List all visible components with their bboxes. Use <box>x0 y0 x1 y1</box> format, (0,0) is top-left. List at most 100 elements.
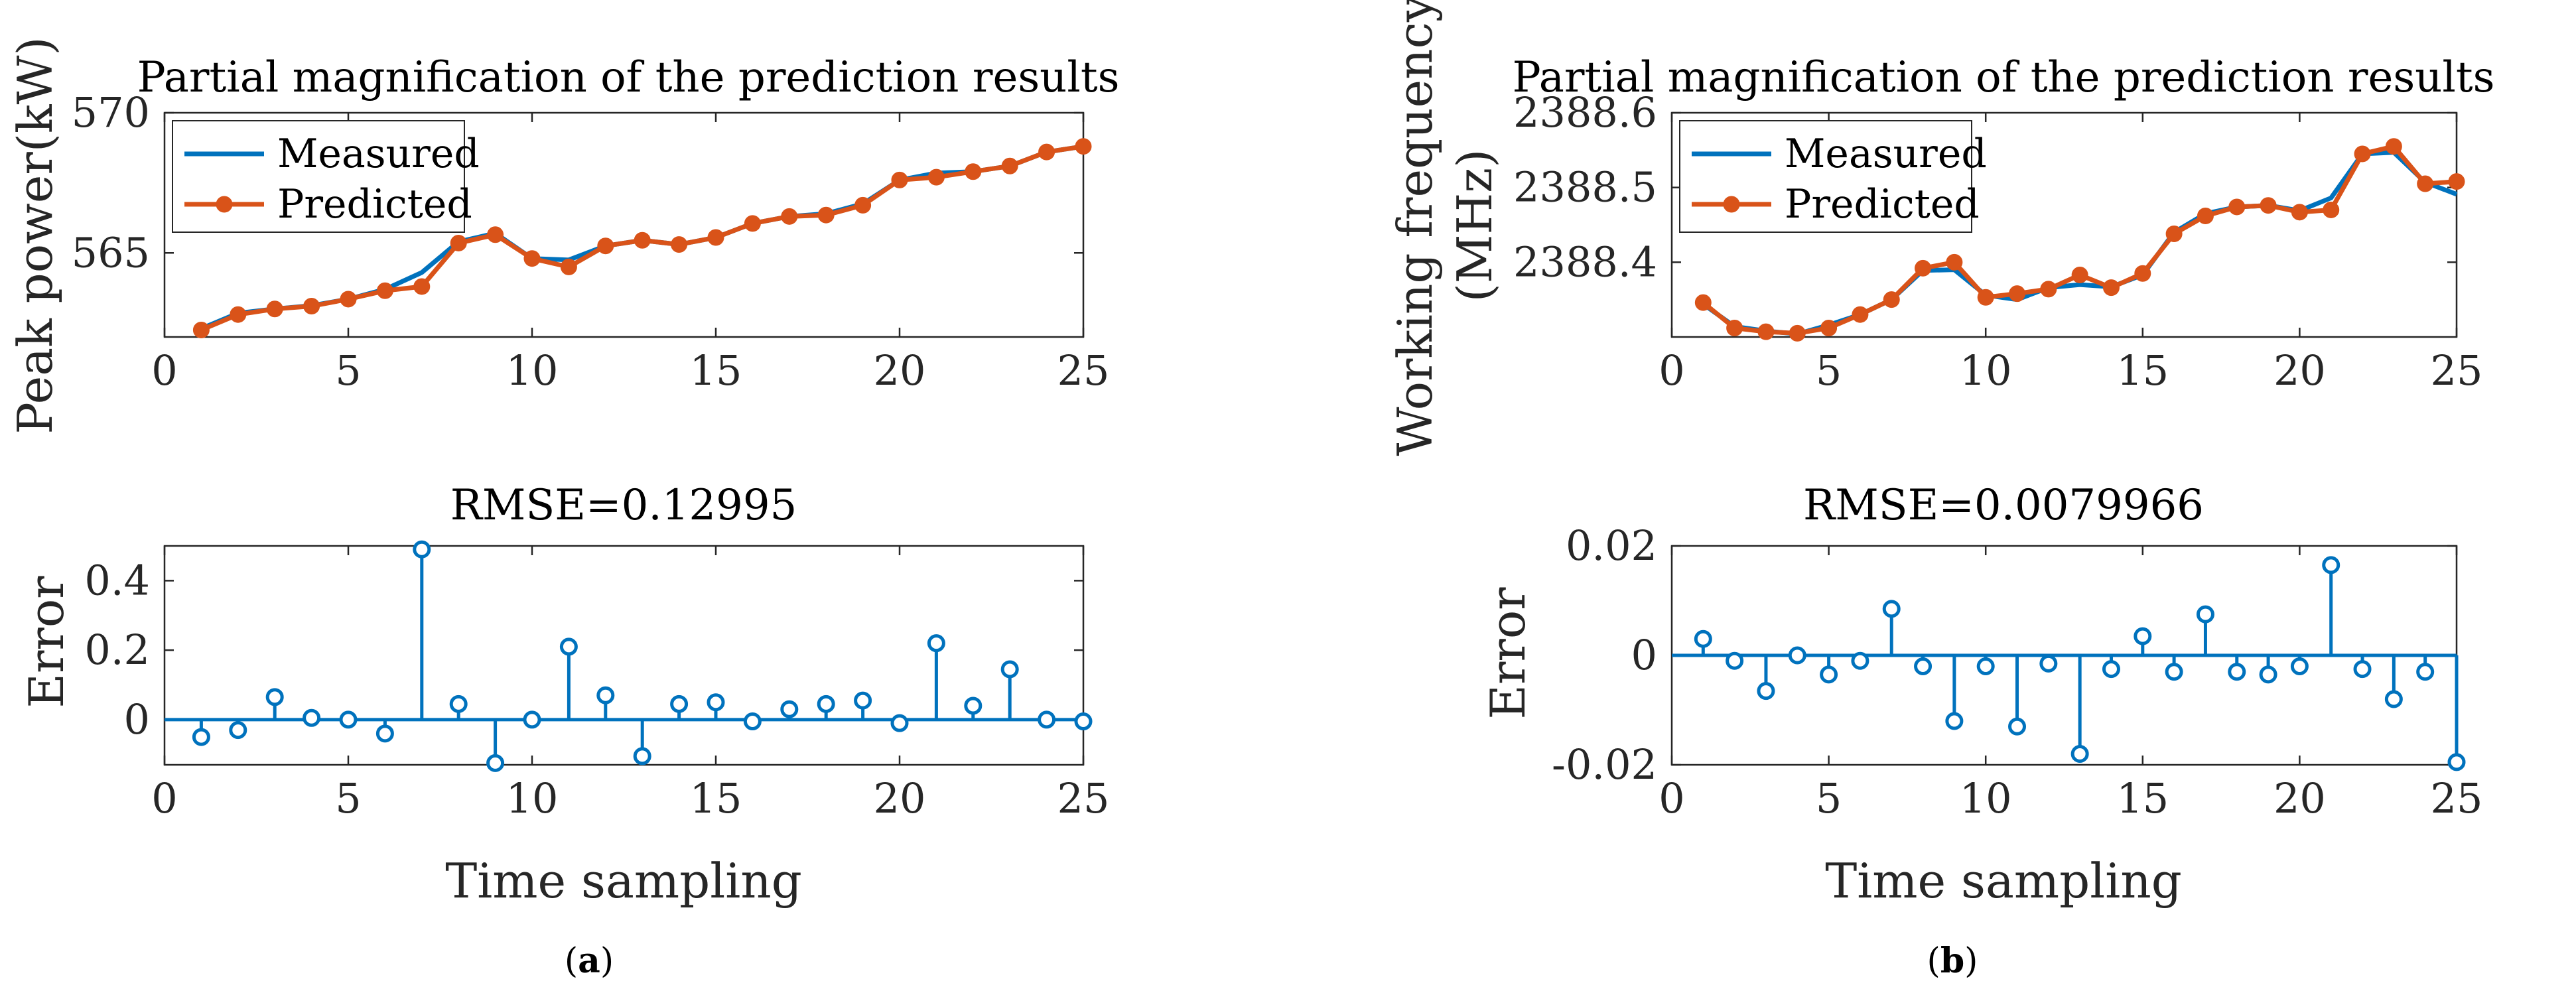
panel-b-bottom-stem-marker <box>2070 745 2089 763</box>
panel-a-top-predicted-point <box>450 234 467 251</box>
panel-b-top-legend-box <box>1679 120 1972 233</box>
panel-b-top-predicted-point <box>2197 207 2214 224</box>
panel-b-top-legend-label-measured: Measured <box>1785 131 1987 177</box>
panel-b-bottom-stem-marker <box>1726 651 1744 670</box>
panel-a-top-predicted-point <box>1001 157 1018 174</box>
panel-b-bottom-stem-marker <box>2039 654 2058 673</box>
panel-a-bottom-stem-marker <box>486 754 505 772</box>
panel-b-top-predicted-point <box>2102 279 2120 297</box>
panel-a-top-legend-label-predicted: Predicted <box>277 181 472 228</box>
panel-b-top-ylabel-line2: (MHz) <box>1447 149 1503 302</box>
panel-a-top-title: Partial magnification of the prediction … <box>137 53 1120 102</box>
panel-b-bottom-xtick-label: 15 <box>2116 774 2169 823</box>
panel-a-bottom-stem-marker <box>449 695 468 713</box>
panel-b-top-predicted-point <box>1915 259 1932 277</box>
panel-b-top-predicted-point <box>2385 138 2402 155</box>
panel-b-top-xtick-label: 10 <box>1960 346 2012 395</box>
panel-a-bottom-stem-marker <box>303 708 321 727</box>
panel-a-bottom-stem-marker <box>523 710 541 729</box>
panel-a-bottom-stem-marker <box>633 747 651 765</box>
panel-a-top-xtick-label: 25 <box>1057 346 1110 395</box>
panel-b-top-predicted-point <box>2417 175 2434 192</box>
panel-b-bottom-stem-marker <box>2165 663 2183 681</box>
panel-b-top-predicted-point <box>1789 324 1806 342</box>
panel-b-bottom-ytick-label: 0.02 <box>1566 521 1657 570</box>
panel-a-top-axes: 0 5 10 15 20 25 565 570 <box>72 88 1110 395</box>
panel-b-bottom-stem-marker <box>1820 665 1838 684</box>
panel-a-bottom-xtick-label: 25 <box>1057 774 1110 823</box>
panel-a-top-predicted-point <box>413 278 431 295</box>
panel-b-top-predicted-point <box>2323 201 2340 218</box>
panel-a-top-ytick-label: 570 <box>72 88 150 137</box>
panel-b-xlabel: Time sampling <box>1825 853 2182 909</box>
panel-a-top-legend-box <box>172 120 465 233</box>
panel-a-bottom-stem-marker <box>817 695 835 713</box>
panel-a-top-predicted-point <box>671 236 688 253</box>
panel-a-bottom-stem-marker <box>192 728 210 746</box>
panel-a-bottom-ylabel: Error <box>19 576 74 708</box>
panel-b-bottom-xtick-label: 5 <box>1816 774 1842 823</box>
panel-a-top-ylabel: Peak power(kW) <box>7 36 63 434</box>
panel-a-top-predicted-point <box>1075 138 1092 155</box>
panel-b-top-predicted-point <box>2228 198 2246 216</box>
panel-a-bottom-stem-marker <box>559 637 578 656</box>
panel-b-bottom-stem-marker <box>2259 665 2277 684</box>
panel-a-bottom-ytick-label: 0 <box>124 695 150 744</box>
panel-b-top-ytick-label: 2388.4 <box>1513 237 1657 286</box>
panel-a-bottom-axes: 0 5 10 15 20 25 0 0.2 0.4 <box>84 540 1110 823</box>
panel-a-bottom-ytick-label: 0.2 <box>84 626 150 674</box>
panel-a-top-predicted-point <box>376 282 393 299</box>
panel-a-bottom-stem-marker <box>1074 712 1093 731</box>
panel-b-top-predicted-point <box>1946 253 1963 271</box>
panel-b-bottom-xtick-label: 0 <box>1659 774 1684 823</box>
panel-b-bottom-stem-marker <box>2447 753 2466 771</box>
caption-a: (a) <box>565 941 614 981</box>
panel-b-top-predicted-point <box>2165 226 2183 243</box>
panel-a-top-predicted-point <box>744 215 761 232</box>
panel-b-bottom-stem-marker <box>1694 629 1712 648</box>
panel-b-top-predicted-point <box>1757 323 1775 340</box>
panel-b-bottom-stem-marker <box>2196 605 2214 624</box>
panel-a-top-predicted-point <box>927 168 945 186</box>
panel-b-bottom-ytick-label: -0.02 <box>1552 740 1657 789</box>
panel-b-bottom-title: RMSE=0.0079966 <box>1803 481 2204 530</box>
panel-a-bottom-xtick-label: 15 <box>690 774 742 823</box>
caption-b: (b) <box>1927 941 1978 981</box>
panel-b-top-xtick-label: 15 <box>2116 346 2169 395</box>
panel-a-top-predicted-point <box>303 298 320 315</box>
panel-b-bottom-xtick-label: 25 <box>2431 774 2483 823</box>
panel-a-top-legend-label-measured: Measured <box>277 131 480 177</box>
panel-b-bottom-xtick-label: 10 <box>1960 774 2012 823</box>
panel-b-top-title: Partial magnification of the prediction … <box>1513 53 2495 102</box>
panel-b-bottom-stem-marker <box>2228 663 2246 681</box>
panel-a-top-legend-marker <box>216 196 233 213</box>
panel-a-top-predicted-point <box>854 196 872 214</box>
panel-b-top-ytick-label: 2388.5 <box>1513 163 1657 212</box>
panel-a-top-predicted-point <box>230 306 247 323</box>
panel-a-top-predicted-point <box>1038 143 1055 161</box>
panel-b-bottom-stem-marker <box>2290 657 2309 675</box>
panel-a-top-predicted-point <box>597 237 614 255</box>
panel-b-top-xtick-label: 0 <box>1659 346 1684 395</box>
panel-b-top-predicted-point <box>2354 145 2371 163</box>
panel-a-bottom-ytick-label: 0.4 <box>84 556 150 604</box>
panel-a-top-predicted-point <box>523 250 541 267</box>
panel-b-bottom-stem-marker <box>2322 556 2340 574</box>
caption-a-letter: a <box>578 941 600 981</box>
panel-a-bottom-stem-marker <box>670 695 689 713</box>
panel-b-bottom-xtick-label: 20 <box>2273 774 2326 823</box>
panel-a-top-xtick-label: 10 <box>506 346 559 395</box>
panel-b-top-predicted-point <box>1726 319 1743 336</box>
panel-a-bottom-stem-marker <box>964 696 983 715</box>
panel-a-top-predicted-point <box>817 206 835 224</box>
panel-b-bottom-stem-marker <box>2353 660 2372 679</box>
panel-b-top-predicted-point <box>2134 265 2151 282</box>
panel-b-top-predicted-point <box>1820 319 1838 336</box>
panel-b-bottom-ylabel: Error <box>1480 587 1536 720</box>
panel-a-bottom-xtick-label: 20 <box>874 774 926 823</box>
panel-b-bottom-stem-marker <box>2008 717 2027 736</box>
panel-a-bottom-stem-marker <box>927 634 945 653</box>
